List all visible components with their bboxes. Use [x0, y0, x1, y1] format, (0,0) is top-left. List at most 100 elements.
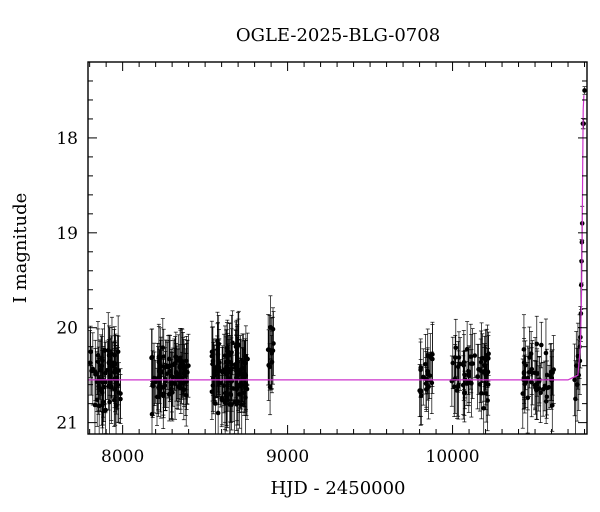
- y-tick-label: 19: [56, 224, 78, 244]
- data-point: [222, 353, 228, 358]
- data-point: [423, 361, 428, 367]
- data-point: [523, 379, 529, 385]
- data-point: [111, 397, 117, 403]
- data-point: [95, 359, 101, 365]
- data-point: [546, 384, 552, 390]
- data-point: [534, 341, 540, 347]
- data-point: [582, 88, 587, 93]
- data-point: [429, 380, 435, 386]
- data-point: [241, 374, 247, 379]
- data-point: [227, 352, 232, 358]
- data-point: [544, 372, 550, 378]
- data-point: [100, 379, 106, 385]
- data-point: [151, 375, 157, 381]
- axis-ticks: 8000 9000 10000 18 19 20 21: [56, 61, 587, 467]
- data-point: [111, 360, 117, 366]
- data-point: [100, 402, 106, 407]
- data-point: [106, 360, 112, 365]
- model-curve-layer: [88, 95, 585, 381]
- data-point: [166, 392, 172, 397]
- y-tick-label: 20: [56, 319, 78, 339]
- x-axis-label: HJD - 2450000: [270, 478, 405, 499]
- data-point: [460, 382, 466, 388]
- data-point: [210, 383, 216, 388]
- data-point: [219, 369, 225, 375]
- data-point: [185, 370, 190, 375]
- data-point: [224, 397, 230, 403]
- x-tick-label: 9000: [266, 447, 309, 467]
- data-point: [234, 341, 239, 347]
- data-point: [525, 395, 531, 401]
- data-point: [160, 345, 166, 350]
- data-point: [462, 372, 467, 377]
- data-point: [485, 398, 490, 403]
- data-point: [466, 368, 471, 374]
- data-point: [219, 397, 225, 403]
- data-point: [153, 379, 158, 385]
- data-point: [527, 355, 532, 360]
- data-point: [529, 366, 535, 372]
- data-point: [549, 403, 555, 408]
- data-point: [112, 369, 118, 374]
- data-point: [216, 360, 222, 365]
- chart-title: OGLE-2025-BLG-0708: [236, 25, 440, 46]
- x-tick-label: 10000: [426, 447, 480, 467]
- data-point: [167, 356, 172, 362]
- data-point: [550, 370, 555, 375]
- data-point: [215, 347, 220, 352]
- data-point: [118, 391, 123, 396]
- data-point: [222, 390, 228, 396]
- y-tick-label: 21: [56, 414, 78, 434]
- data-point: [423, 387, 429, 392]
- data-point: [221, 383, 227, 388]
- data-point: [479, 390, 484, 396]
- data-point: [581, 121, 587, 126]
- data-point: [168, 373, 174, 378]
- data-point: [233, 361, 239, 367]
- data-layer: [87, 86, 587, 435]
- data-point: [418, 367, 423, 373]
- data-point: [96, 403, 102, 409]
- data-point: [234, 387, 240, 392]
- data-point: [482, 363, 487, 368]
- data-point: [417, 388, 422, 393]
- data-point: [577, 358, 583, 364]
- data-point: [481, 405, 487, 411]
- data-point: [476, 367, 481, 372]
- plot-frame: [87, 61, 588, 435]
- data-point: [224, 345, 230, 351]
- data-point: [485, 369, 491, 375]
- data-point: [149, 411, 155, 417]
- data-point: [107, 399, 112, 405]
- data-point: [149, 355, 154, 361]
- data-point: [538, 390, 543, 396]
- data-point: [542, 383, 548, 389]
- data-point: [521, 375, 527, 381]
- model-curve: [88, 95, 585, 381]
- data-point: [92, 402, 98, 408]
- data-point: [472, 353, 478, 358]
- data-point: [179, 375, 184, 381]
- y-axis-label: I magnitude: [10, 193, 31, 304]
- data-point: [157, 355, 163, 361]
- data-point: [174, 375, 180, 380]
- data-point: [243, 381, 249, 387]
- data-point: [90, 366, 96, 372]
- data-point: [486, 356, 491, 361]
- data-point: [265, 347, 271, 353]
- data-point: [209, 353, 215, 359]
- y-tick-label: 18: [56, 129, 78, 149]
- data-point: [162, 383, 167, 388]
- data-point: [453, 345, 459, 351]
- data-point: [172, 381, 178, 387]
- data-point: [108, 384, 114, 390]
- data-point: [455, 364, 461, 370]
- data-point: [468, 354, 474, 359]
- data-point: [430, 352, 435, 357]
- x-tick-label: 8000: [101, 447, 144, 467]
- data-point: [215, 410, 221, 416]
- data-point: [181, 387, 187, 393]
- data-point: [234, 375, 239, 381]
- data-point: [229, 366, 234, 372]
- data-point: [461, 359, 467, 365]
